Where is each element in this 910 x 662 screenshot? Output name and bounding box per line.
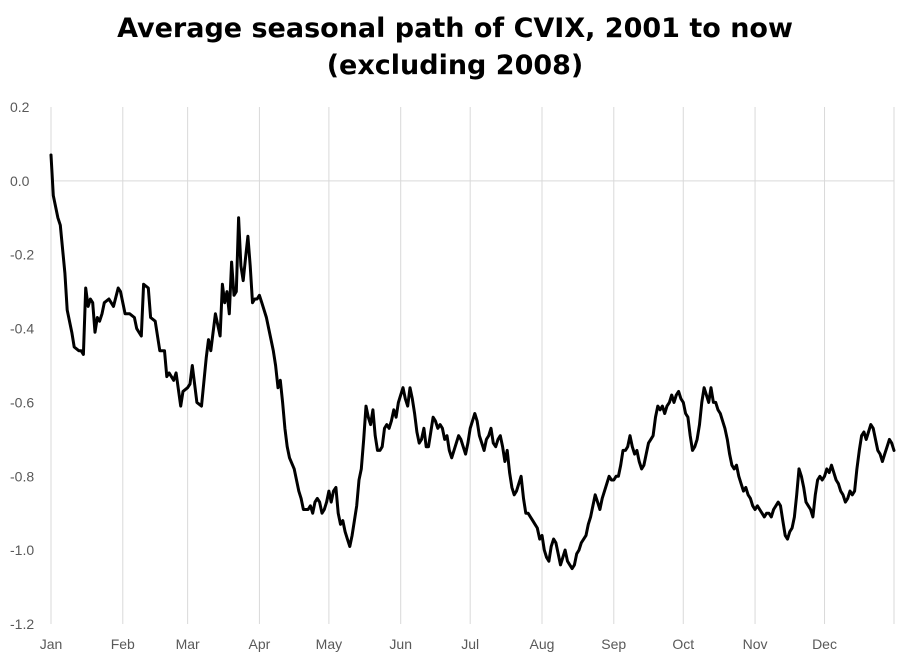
x-tick-label: Aug bbox=[530, 636, 555, 652]
y-tick-label: -1.0 bbox=[10, 542, 34, 558]
chart-title-line-2: (excluding 2008) bbox=[326, 50, 584, 81]
y-tick-label: -0.8 bbox=[10, 468, 34, 484]
y-tick-label: 0.2 bbox=[10, 99, 30, 115]
x-tick-label: Jan bbox=[40, 636, 63, 652]
x-tick-label: Oct bbox=[672, 636, 694, 652]
x-tick-label: May bbox=[316, 636, 342, 652]
series-line-0 bbox=[49, 153, 896, 571]
x-tick-label: Feb bbox=[111, 636, 135, 652]
chart-title-line-1: Average seasonal path of CVIX, 2001 to n… bbox=[117, 13, 793, 44]
x-tick-label: Mar bbox=[176, 636, 200, 652]
gridlines bbox=[50, 107, 895, 624]
y-tick-label: -0.4 bbox=[10, 321, 34, 337]
x-tick-label: Apr bbox=[249, 636, 271, 652]
x-tick-label: Jun bbox=[389, 636, 412, 652]
y-tick-label: 0.0 bbox=[10, 173, 30, 189]
x-tick-label: Jul bbox=[461, 636, 479, 652]
y-tick-label: -0.6 bbox=[10, 394, 34, 410]
x-tick-label: Nov bbox=[743, 636, 768, 652]
x-tick-label: Dec bbox=[812, 636, 837, 652]
x-tick-label: Sep bbox=[601, 636, 626, 652]
y-tick-label: -0.2 bbox=[10, 247, 34, 263]
series-layer bbox=[49, 153, 896, 571]
y-tick-label: -1.2 bbox=[10, 616, 34, 632]
chart-title: Average seasonal path of CVIX, 2001 to n… bbox=[0, 10, 910, 84]
axes: 0.2 0.0 -0.2 -0.4 -0.6 -0.8 -1.0 -1.2 Jan Feb Mar A… bbox=[10, 99, 837, 652]
